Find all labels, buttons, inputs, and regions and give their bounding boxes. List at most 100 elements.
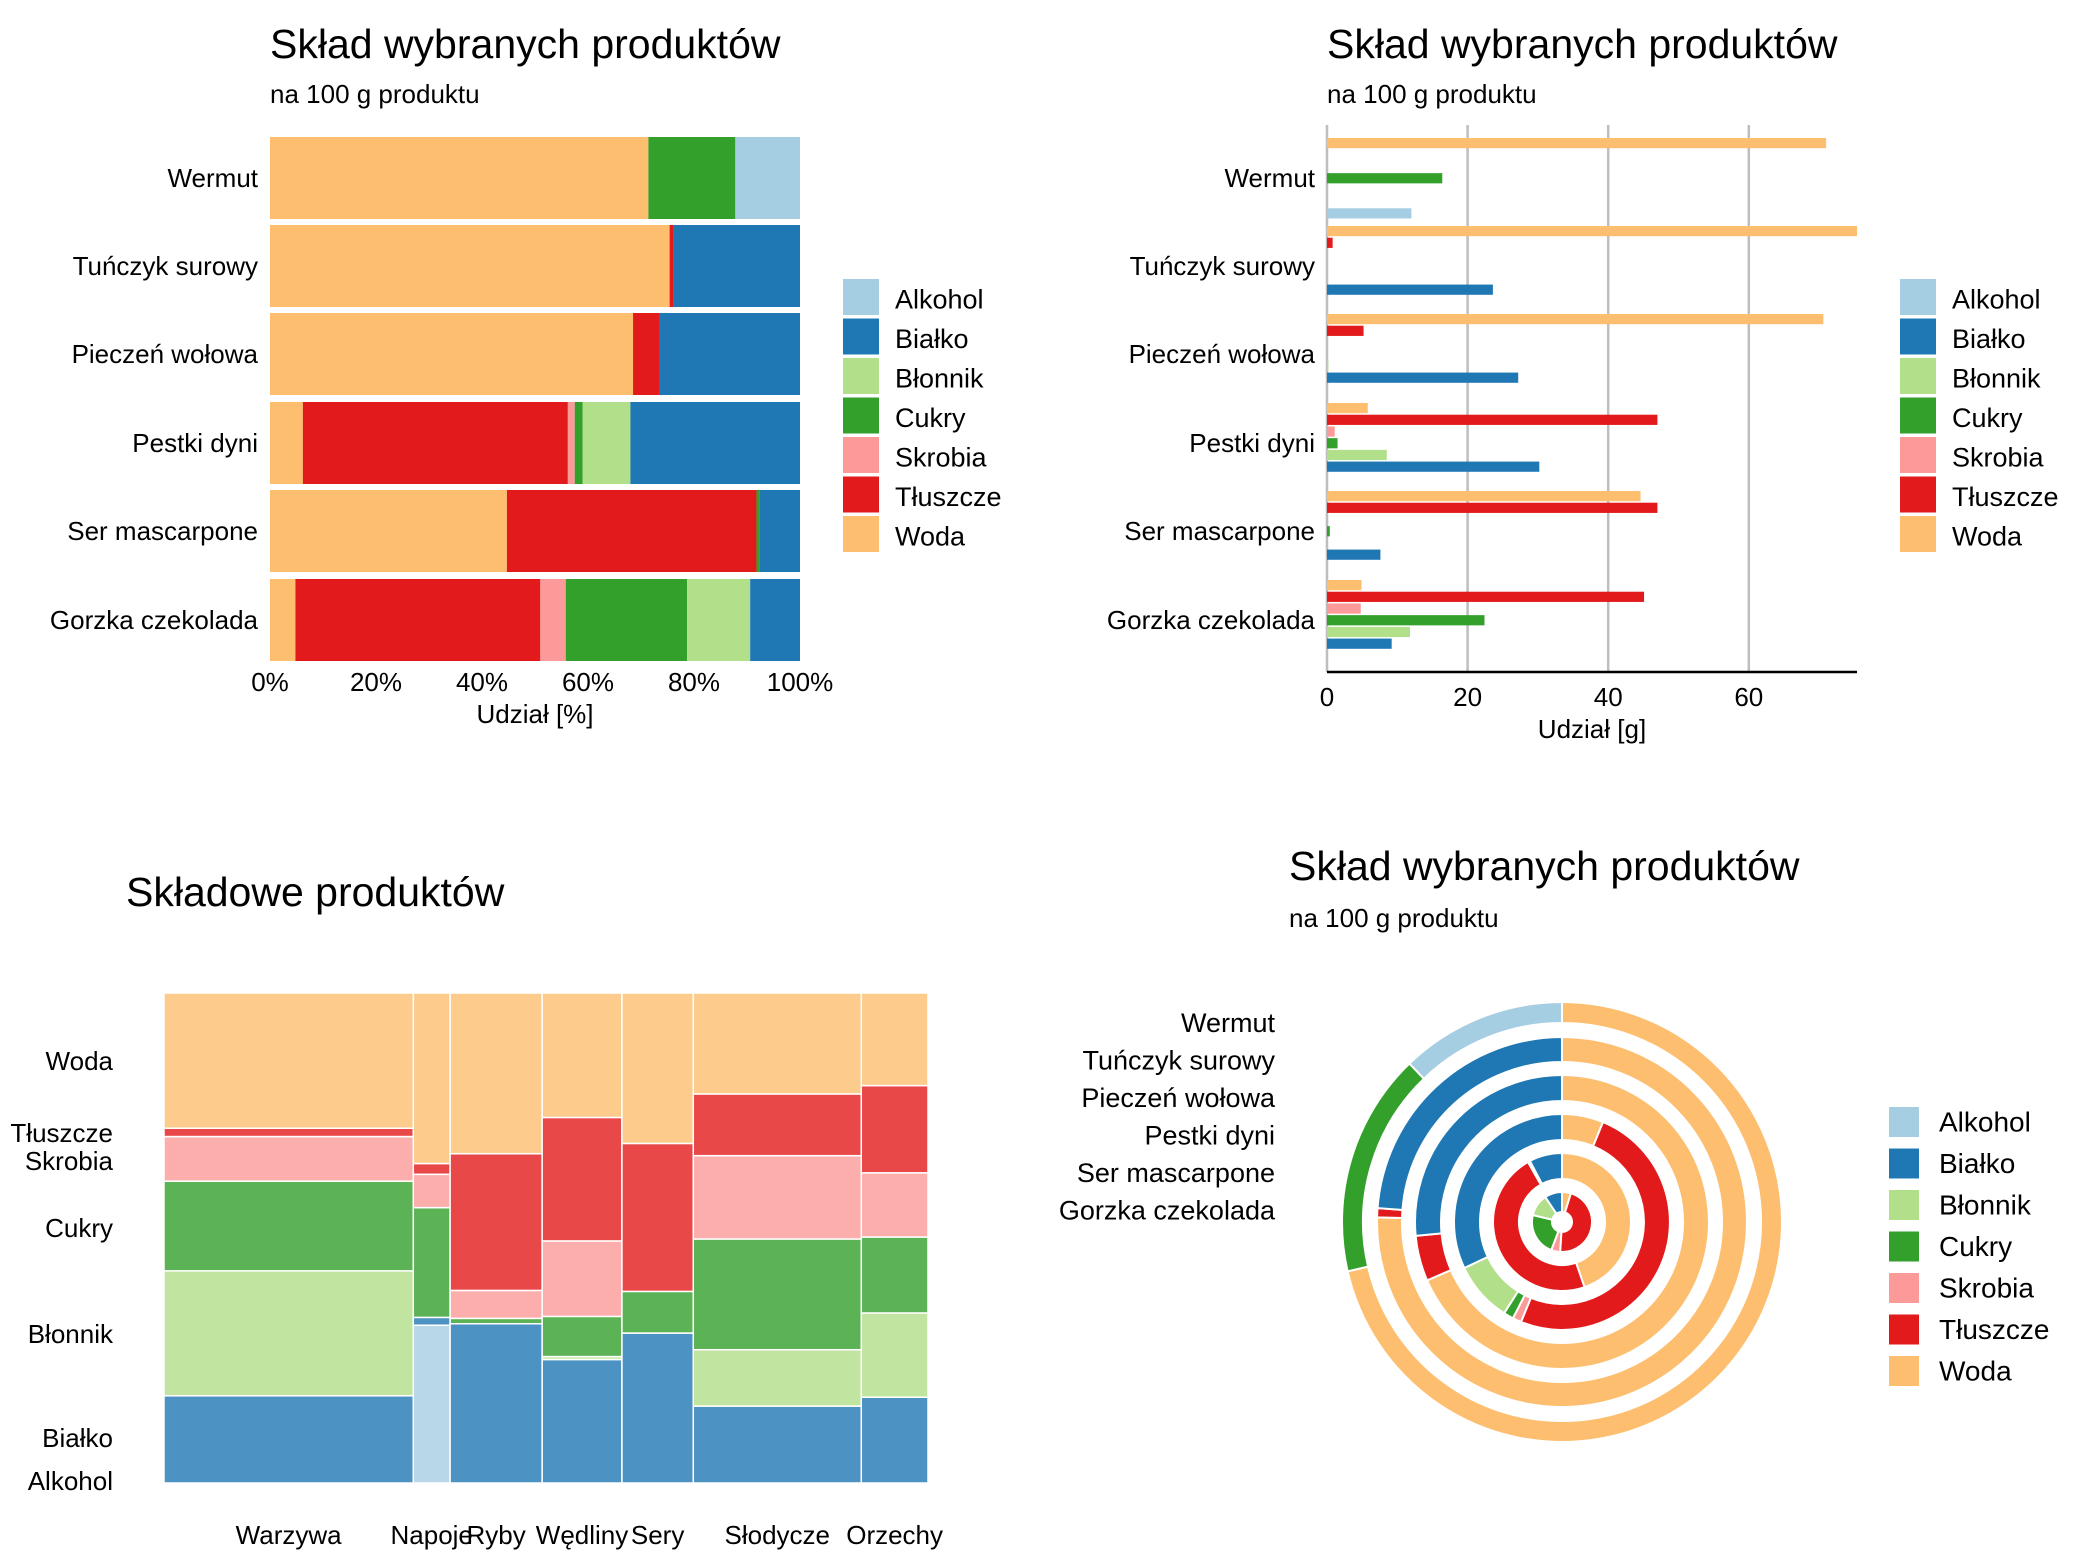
bar-skrobia-pestki-dyni [567,402,575,484]
tile-cukry-ryby [449,1317,543,1325]
x-tick-label: 20% [350,667,402,697]
bar-tluszcze-gorzka-czekolada [1327,591,1645,602]
bar-blonnik-pestki-dyni [1327,449,1387,461]
legend-swatch-alkohol [1889,1107,1919,1137]
bar-woda-gorzka-czekolada [270,579,296,661]
column-label-orzechy: Orzechy [846,1520,943,1550]
bar-bialko-pestki-dyni [630,402,800,484]
tile-blonnik-slodycze [692,1348,863,1407]
column-label-slodycze: Słodycze [725,1520,831,1550]
row-label-woda: Woda [46,1046,114,1076]
bar-woda-pieczen-wolowa [270,313,634,395]
bar-cukry-ser-mascarpone [1327,526,1330,537]
tile-cukry-napoje [412,1206,451,1319]
column-label-napoje: Napoje [391,1520,473,1550]
bar-cukry-ser-mascarpone [756,490,760,572]
legend-label-bialko: Białko [895,324,969,354]
legend-label-cukry: Cukry [895,403,966,433]
legend-swatch-skrobia [843,437,879,473]
ring-slice-tluszcze-pestki-dyni [1519,1120,1672,1332]
legend-label-skrobia: Skrobia [1939,1273,2034,1304]
c2-legend: Alkohol Białko Błonnik Cukry Skrobia Tłuszcze… [1900,279,2059,552]
c2-gridlines [1325,125,1751,672]
bar-tluszcze-ser-mascarpone [506,490,757,572]
c2-x-axis-label: Udział [g] [1538,714,1646,744]
bar-woda-pestki-dyni [1327,403,1368,414]
row-label-blonnik: Błonnik [28,1319,114,1349]
tile-skrobia-orzechy [860,1172,929,1238]
x-tick-label: 100% [767,667,834,697]
tile-tluszcze-ryby [449,1152,543,1292]
category-label-pestki-dyni: Pestki dyni [132,428,258,458]
bar-tluszcze-tunczyk-surowy [669,225,674,307]
tile-bialko-warzywa [163,1395,415,1484]
tile-bialko-orzechy [860,1396,929,1484]
tile-bialko-slodycze [692,1405,863,1484]
tile-skrobia-napoje [412,1173,451,1209]
c1-title: Skład wybranych produktów [270,21,781,67]
legend-swatch-blonnik [1889,1190,1919,1220]
x-tick-label: 0 [1320,682,1334,712]
legend-label-tluszcze: Tłuszcze [1939,1314,2049,1345]
grouped-grams-chart: Skład wybranych produktów na 100 g produ… [1107,21,2059,744]
legend-label-woda: Woda [1952,522,2023,552]
category-label-tunczyk-surowy: Tuńczyk surowy [1130,251,1315,281]
bar-tluszcze-gorzka-czekolada [295,579,541,661]
x-tick-label: 40 [1594,682,1623,712]
ring-slice-woda-ser-mascarpone [1561,1151,1632,1289]
tile-woda-warzywa [163,992,415,1129]
bar-woda-gorzka-czekolada [1327,580,1362,591]
bar-skrobia-gorzka-czekolada [1327,603,1361,614]
c4-ring-labels: Wermut Tuńczyk surowy Pieczeń wołowa Pestki… [1059,1008,1276,1226]
ring-slice-woda-pieczen-wolowa [1425,1073,1710,1370]
c2-bars [1327,138,1858,649]
tile-tluszcze-slodycze [692,1093,863,1157]
bar-bialko-ser-mascarpone [1327,549,1381,560]
row-label-skrobia: Skrobia [25,1146,114,1176]
row-label-alkohol: Alkohol [28,1466,113,1496]
bar-tluszcze-pestki-dyni [1327,414,1658,425]
c1-category-labels: Wermut Tuńczyk surowy Pieczeń wołowa Pestki… [50,163,259,635]
ring-label-pestki-dyni: Pestki dyni [1144,1121,1275,1151]
tile-skrobia-warzywa [163,1135,415,1182]
tile-tluszcze-wedliny [541,1116,623,1242]
ring-label-tunczyk-surowy: Tuńczyk surowy [1082,1046,1275,1076]
bar-tluszcze-pestki-dyni [302,402,568,484]
legend-label-alkohol: Alkohol [1952,285,2041,315]
category-label-gorzka-czekolada: Gorzka czekolada [50,605,259,635]
category-label-gorzka-czekolada: Gorzka czekolada [1107,605,1316,635]
bar-cukry-gorzka-czekolada [565,579,688,661]
bar-woda-tunczyk-surowy [270,225,670,307]
tile-tluszcze-orzechy [860,1084,929,1174]
x-tick-label: 40% [456,667,508,697]
x-tick-label: 60% [562,667,614,697]
tile-cukry-wedliny [541,1315,623,1358]
c3-title: Składowe produktów [126,869,505,915]
category-label-pestki-dyni: Pestki dyni [1189,428,1315,458]
row-label-tluszcze: Tłuszcze [10,1118,113,1148]
tile-cukry-sery [621,1290,695,1334]
tile-cukry-orzechy [860,1236,929,1314]
bar-tluszcze-tunczyk-surowy [1327,237,1333,248]
legend-swatch-bialko [1889,1148,1919,1179]
column-label-ryby: Ryby [467,1520,526,1550]
tile-cukry-warzywa [163,1180,415,1272]
legend-swatch-blonnik [843,358,879,394]
legend-label-alkohol: Alkohol [895,285,984,315]
x-tick-label: 60 [1734,682,1763,712]
c4-legend: Alkohol Białko Błonnik Cukry Skrobia Tłuszcze… [1889,1107,2049,1387]
c1-bars [270,137,800,661]
legend-swatch-alkohol [843,279,879,315]
bar-cukry-pestki-dyni [1327,438,1338,449]
tile-skrobia-slodycze [692,1154,863,1240]
bar-alkohol-wermut [1327,208,1412,219]
tile-cukry-slodycze [692,1238,863,1351]
tile-woda-slodycze [692,992,863,1095]
c2-category-labels: Wermut Tuńczyk surowy Pieczeń wołowa Pestki… [1107,163,1316,635]
legend-label-blonnik: Błonnik [1939,1190,2032,1221]
category-label-pieczen-wolowa: Pieczeń wołowa [72,339,259,369]
c2-title: Skład wybranych produktów [1327,21,1838,67]
c3-tiles [163,992,929,1484]
legend-label-alkohol: Alkohol [1939,1107,2031,1138]
